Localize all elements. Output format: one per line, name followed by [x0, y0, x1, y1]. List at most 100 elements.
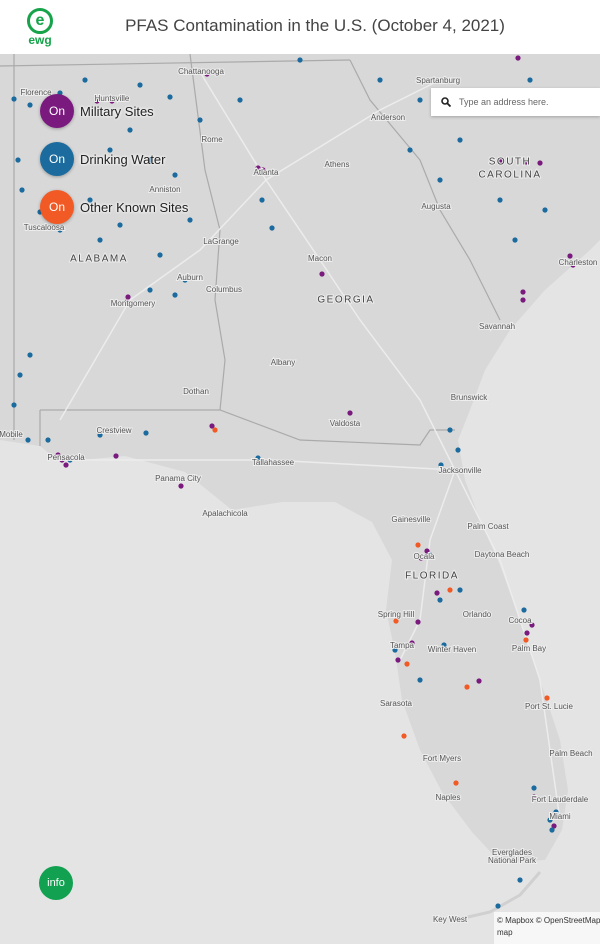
site-marker: [497, 197, 503, 203]
keys: [454, 871, 542, 922]
site-marker: [55, 452, 61, 458]
site-marker: [447, 427, 453, 433]
site-marker: [438, 462, 444, 468]
city-label: Columbus: [206, 285, 242, 294]
site-marker: [520, 297, 526, 303]
site-marker: [415, 542, 421, 548]
site-marker: [392, 647, 398, 653]
site-marker: [143, 430, 149, 436]
site-marker: [25, 437, 31, 443]
city-label: Albany: [271, 358, 295, 367]
city-label: Panama City: [155, 474, 201, 483]
city-label: Crestview: [96, 426, 131, 435]
state-label: FLORIDA: [405, 571, 459, 582]
layer-toggle[interactable]: On Other Known Sites: [40, 190, 188, 224]
site-marker: [45, 437, 51, 443]
road: [454, 469, 561, 821]
site-marker: [409, 640, 415, 646]
site-marker: [455, 447, 461, 453]
site-marker: [127, 127, 133, 133]
logo-icon: e: [27, 8, 53, 34]
road: [199, 71, 267, 181]
road: [265, 179, 456, 661]
site-marker: [204, 71, 210, 77]
city-label: Spring Hill: [378, 610, 415, 619]
state-label: SOUTH: [489, 157, 532, 168]
city-label: Tampa: [390, 641, 415, 650]
toggle-button[interactable]: On: [40, 142, 74, 176]
site-marker: [297, 57, 303, 63]
road: [60, 459, 456, 471]
site-marker: [457, 137, 463, 143]
site-marker: [87, 197, 93, 203]
site-marker: [260, 167, 266, 173]
city-label: Port St. Lucie: [525, 702, 574, 711]
site-marker: [415, 619, 421, 625]
city-label: Brunswick: [451, 393, 488, 402]
city-label: Spartanburg: [416, 76, 460, 85]
city-label: Ocala: [414, 552, 435, 561]
state-label: GEORGIA: [317, 295, 374, 306]
city-label: Daytona Beach: [475, 550, 530, 559]
site-marker: [547, 817, 553, 823]
site-marker: [97, 237, 103, 243]
title: PFAS Contamination in the U.S. (October …: [125, 16, 505, 35]
city-label: Sarasota: [380, 699, 413, 708]
site-marker: [452, 467, 458, 473]
site-marker: [427, 552, 433, 558]
site-marker: [551, 823, 557, 829]
border: [189, 53, 226, 411]
site-marker: [529, 622, 535, 628]
site-marker: [124, 299, 130, 305]
site-marker: [521, 607, 527, 613]
site-marker: [19, 187, 25, 193]
site-marker: [476, 678, 482, 684]
site-marker: [498, 157, 504, 163]
site-marker: [447, 587, 453, 593]
toggle-button[interactable]: On: [40, 94, 74, 128]
city-label: Everglades: [492, 848, 532, 857]
site-marker: [512, 237, 518, 243]
site-marker: [434, 590, 440, 596]
site-marker: [417, 677, 423, 683]
site-marker: [59, 457, 65, 463]
city-label: Palm Bay: [512, 644, 546, 653]
site-marker: [167, 94, 173, 100]
city-label: Auburn: [177, 273, 203, 282]
attribution-link[interactable]: map: [497, 928, 513, 937]
site-marker: [418, 555, 424, 561]
site-marker: [15, 157, 21, 163]
road: [59, 179, 267, 421]
site-marker: [395, 657, 401, 663]
layer-toggle[interactable]: On Drinking Water: [40, 142, 165, 176]
site-marker: [393, 618, 399, 624]
city-label: Valdosta: [330, 419, 361, 428]
toggle-button[interactable]: On: [40, 190, 74, 224]
site-marker: [11, 402, 17, 408]
site-marker: [542, 207, 548, 213]
info-button[interactable]: info: [39, 866, 73, 900]
city-label: Orlando: [463, 610, 492, 619]
search-icon: [441, 97, 451, 107]
site-marker: [269, 225, 275, 231]
layer-label: Military Sites: [80, 103, 154, 119]
site-marker: [63, 462, 69, 468]
site-marker: [82, 77, 88, 83]
site-marker: [523, 159, 529, 165]
logo[interactable]: e ewg: [24, 8, 56, 46]
site-marker: [424, 548, 430, 554]
layer-toggle[interactable]: On Military Sites: [40, 94, 154, 128]
site-marker: [209, 423, 215, 429]
attribution: © Mapbox © OpenStreetMap map: [494, 912, 600, 944]
site-marker: [404, 661, 410, 667]
search-box[interactable]: Type an address here.: [431, 88, 600, 116]
border: [0, 59, 351, 67]
city-label: Apalachicola: [202, 509, 248, 518]
site-marker: [515, 55, 521, 61]
city-label: Huntsville: [95, 94, 130, 103]
site-marker: [520, 289, 526, 295]
city-label: Anderson: [371, 113, 405, 122]
site-marker: [137, 82, 143, 88]
site-marker: [549, 827, 555, 833]
